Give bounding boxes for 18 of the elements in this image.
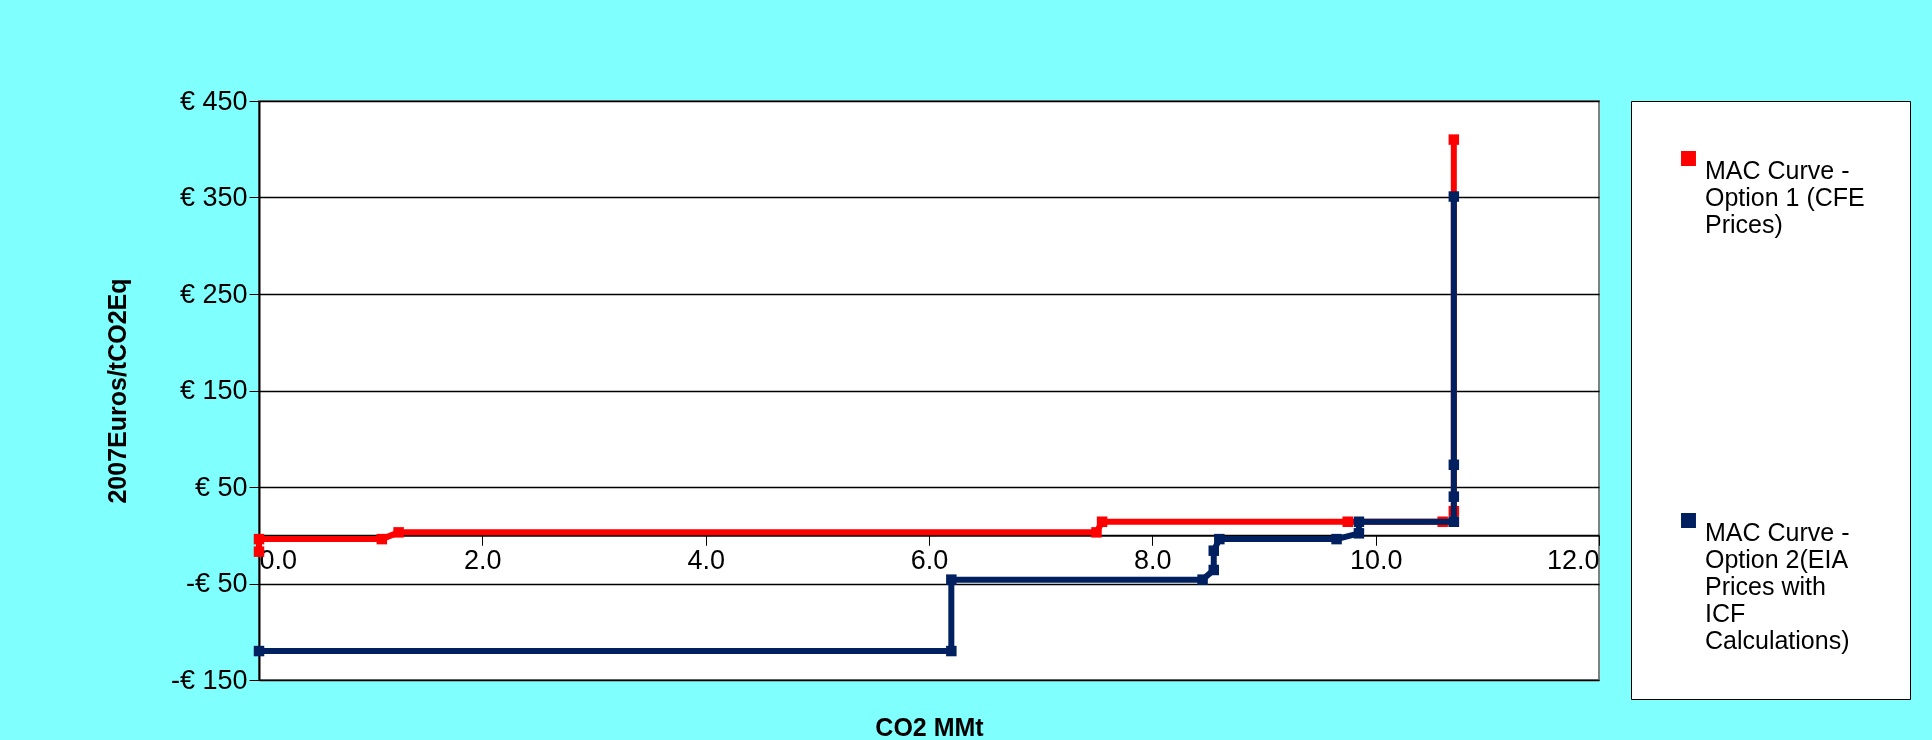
y-axis-title: 2007Euros/tCO2Eq bbox=[102, 278, 131, 504]
x-tick-label: 4.0 bbox=[687, 544, 725, 575]
y-tick-label: -€ 50 bbox=[185, 568, 248, 598]
y-tick-label: € 450 bbox=[179, 85, 248, 116]
x-tick-label: 12.0 bbox=[1546, 544, 1600, 575]
legend-label: MAC Curve - Option 2(EIA Prices with ICF Calculations) bbox=[1705, 517, 1850, 654]
x-tick-label: 6.0 bbox=[910, 544, 949, 575]
y-tick-label: € 350 bbox=[179, 182, 248, 212]
x-tick-label: 10.0 bbox=[1349, 544, 1403, 575]
legend-label: MAC Curve - Option 1 (CFE Prices) bbox=[1705, 155, 1865, 238]
y-tick-label: € 150 bbox=[179, 375, 248, 405]
x-tick-label: 2.0 bbox=[464, 544, 502, 575]
x-axis-title: CO2 MMt bbox=[875, 712, 985, 740]
y-tick-label: -€ 150 bbox=[170, 664, 248, 695]
x-tick-label: 0.0 bbox=[259, 544, 298, 575]
y-tick-label: € 250 bbox=[179, 278, 248, 309]
x-tick-label: 8.0 bbox=[1134, 544, 1172, 575]
y-tick-label: € 50 bbox=[194, 471, 248, 502]
